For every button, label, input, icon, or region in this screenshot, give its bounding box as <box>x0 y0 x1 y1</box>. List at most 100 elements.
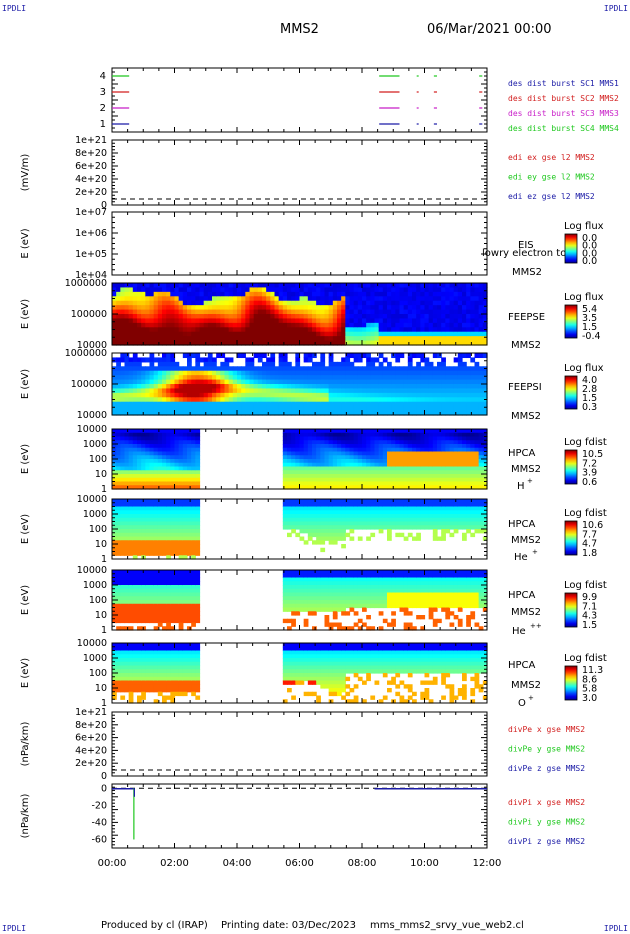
colorbar-value-feeps-i-0: 4.0 <box>582 375 597 386</box>
y-tick-label-hpca-h-1: 1000 <box>83 439 107 450</box>
legend-entry-burst-3: des dist burst SC4 MMS4 <box>508 124 619 133</box>
colorbar-value-hpca-he-3: 1.8 <box>582 548 597 559</box>
y-tick-label-eis-2: 1e+05 <box>75 249 107 260</box>
colorbar-value-hpca-h-3: 0.6 <box>582 477 597 488</box>
spacecraft-label-hpca-he2: MMS2 <box>511 607 541 618</box>
legend-entry-divpi-0: divPi x gse MMS2 <box>508 798 585 807</box>
y-axis-label-hpca-h: E (eV) <box>20 444 31 474</box>
panel-ticks-hpca-h <box>111 428 488 490</box>
colorbar-value-hpca-h-0: 10.5 <box>582 449 603 460</box>
y-tick-label-edi-2: 6e+20 <box>75 161 107 172</box>
y-tick-label-edi-1: 8e+20 <box>75 148 107 159</box>
instrument-label-hpca-o: HPCA <box>508 660 536 671</box>
panel-frame-eis <box>111 211 488 276</box>
panel-ticks-edi <box>111 139 488 206</box>
y-tick-label-hpca-he-2: 100 <box>89 524 107 535</box>
y-tick-label-divpe-2: 6e+20 <box>75 733 107 744</box>
y-tick-label-hpca-o-0: 10000 <box>77 638 107 649</box>
legend-entry-divpe-0: divPe x gse MMS2 <box>508 725 585 734</box>
footer-producer: Produced by cl (IRAP) <box>101 920 208 931</box>
y-axis-label-divpe: (nPa/km) <box>20 722 31 767</box>
panel-ticks-eis <box>111 211 488 276</box>
colorbar-title-hpca-he: Log fdist <box>564 508 607 519</box>
y-tick-label-edi-3: 4e+20 <box>75 174 107 185</box>
colorbar-title-hpca-o: Log fdist <box>564 653 607 664</box>
panel-ticks-feeps-i <box>111 352 488 416</box>
panel-frame-burst <box>111 67 488 133</box>
y-tick-label-eis-0: 1e+07 <box>75 207 107 218</box>
y-tick-label-eis-3: 1e+04 <box>75 270 107 281</box>
y-axis-label-edi: (mV/m) <box>20 154 31 192</box>
colorbar-value-feeps-i-1: 2.8 <box>582 384 597 395</box>
x-tick-label-4: 08:00 <box>348 858 377 869</box>
y-tick-label-divpi-1: -20 <box>91 800 107 811</box>
colorbar-value-hpca-o-1: 8.6 <box>582 674 597 685</box>
heatmap-hpca-he <box>112 499 488 560</box>
legend-entry-divpe-1: divPe y gse MMS2 <box>508 745 585 754</box>
x-tick-label-2: 04:00 <box>223 858 252 869</box>
y-tick-label-hpca-o-3: 10 <box>95 683 107 694</box>
colorbar-value-eis-1: 0.0 <box>582 241 597 252</box>
panel-ticks-hpca-he <box>111 498 488 560</box>
y-tick-label-eis-1: 1e+06 <box>75 228 107 239</box>
colorbar-feeps-i <box>564 375 578 410</box>
colorbar-value-hpca-o-3: 3.0 <box>582 693 597 704</box>
colorbar-value-feeps-e-2: 1.5 <box>582 322 597 333</box>
x-tick-label-5: 10:00 <box>410 858 439 869</box>
y-tick-label-feeps-i-1: 100000 <box>71 379 107 390</box>
colorbar-value-hpca-he2-2: 4.3 <box>582 611 597 622</box>
y-tick-label-hpca-o-4: 1 <box>101 698 107 709</box>
y-tick-label-divpi-2: -40 <box>91 817 107 828</box>
panel-ticks-divpe <box>111 711 488 777</box>
y-tick-label-hpca-he-3: 10 <box>95 539 107 550</box>
panel-ticks-hpca-he2 <box>111 569 488 631</box>
y-tick-label-feeps-e-1: 100000 <box>71 309 107 320</box>
corner-label-top-left: IPDLI <box>2 4 27 13</box>
heatmap-hpca-h <box>112 429 488 490</box>
species-label-hpca-he: He <box>514 552 528 563</box>
colorbar-value-eis-2: 0.0 <box>582 248 597 259</box>
y-tick-label-hpca-o-1: 1000 <box>83 653 107 664</box>
y-tick-label-divpi-0: 0 <box>101 783 107 794</box>
colorbar-value-hpca-he-2: 4.7 <box>582 539 597 550</box>
spacecraft-label-eis: MMS2 <box>512 267 542 278</box>
overlay-text-eis: lowry electron to <box>482 248 566 259</box>
spacecraft-label-feeps-i: MMS2 <box>511 411 541 422</box>
y-tick-label-hpca-o-2: 100 <box>89 668 107 679</box>
y-axis-label-feeps-e: E (eV) <box>20 299 31 329</box>
x-tick-label-1: 02:00 <box>160 858 189 869</box>
colorbar-value-hpca-he2-1: 7.1 <box>582 601 597 612</box>
colorbar-value-hpca-he2-0: 9.9 <box>582 592 597 603</box>
y-tick-label-hpca-h-0: 10000 <box>77 424 107 435</box>
date-title: 06/Mar/2021 00:00 <box>427 22 552 37</box>
spacecraft-title: MMS2 <box>280 22 319 37</box>
heatmap-hpca-he2 <box>112 570 488 631</box>
y-tick-label-hpca-he2-2: 100 <box>89 595 107 606</box>
legend-entry-edi-0: edi ex gse l2 MMS2 <box>508 153 595 162</box>
spacecraft-label-hpca-o: MMS2 <box>511 680 541 691</box>
y-tick-label-hpca-he2-0: 10000 <box>77 565 107 576</box>
y-tick-label-divpe-5: 0 <box>101 771 107 782</box>
colorbar-value-feeps-e-0: 5.4 <box>582 304 597 315</box>
species-charge-hpca-o: + <box>528 694 534 702</box>
y-tick-label-feeps-i-2: 10000 <box>77 410 107 421</box>
y-axis-label-divpi: (nPa/km) <box>20 794 31 839</box>
y-axis-label-eis: E (eV) <box>20 228 31 258</box>
y-tick-label-burst-0: 4 <box>100 71 106 82</box>
colorbar-value-hpca-o-2: 5.8 <box>582 684 597 695</box>
y-tick-label-hpca-h-4: 1 <box>101 484 107 495</box>
colorbar-title-feeps-i: Log flux <box>564 363 604 374</box>
legend-entry-edi-2: edi ez gse l2 MMS2 <box>508 192 595 201</box>
y-tick-label-feeps-e-2: 10000 <box>77 340 107 351</box>
legend-entry-divpi-1: divPi y gse MMS2 <box>508 818 585 827</box>
y-tick-label-burst-3: 1 <box>100 119 106 130</box>
colorbar-value-hpca-o-0: 11.3 <box>582 665 603 676</box>
y-axis-label-feeps-i: E (eV) <box>20 369 31 399</box>
species-charge-hpca-h: + <box>527 477 533 485</box>
corner-label-top-right: IPDLI <box>603 4 628 13</box>
x-tick-label-3: 06:00 <box>285 858 314 869</box>
species-label-hpca-o: O <box>518 698 526 709</box>
colorbar-feeps-e <box>564 304 578 339</box>
instrument-label-hpca-he2: HPCA <box>508 590 536 601</box>
y-tick-label-edi-4: 2e+20 <box>75 187 107 198</box>
